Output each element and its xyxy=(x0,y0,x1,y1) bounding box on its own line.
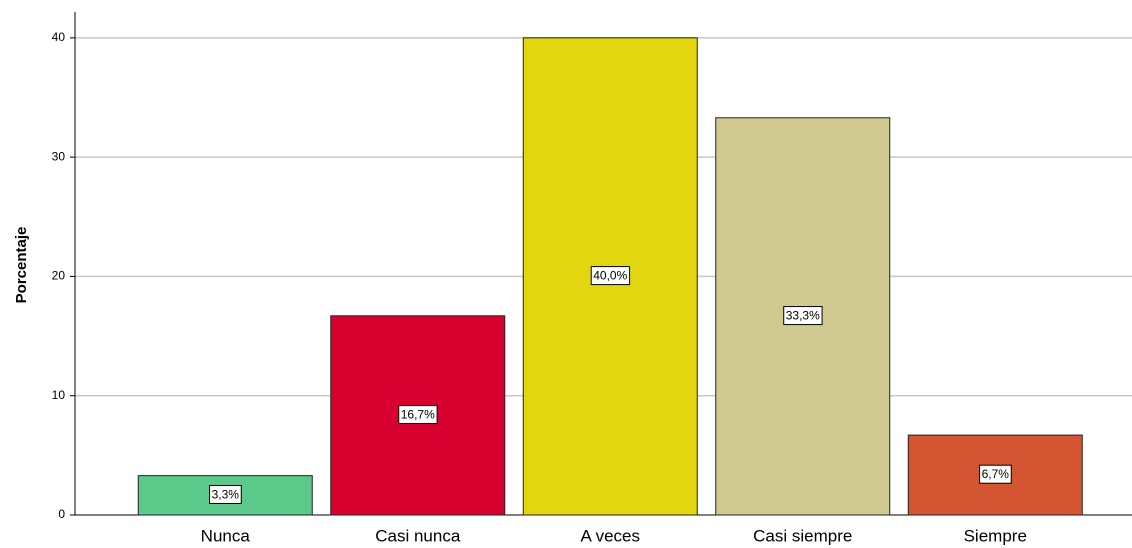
data-label-box xyxy=(783,306,823,326)
data-label: 40,0% xyxy=(593,269,627,283)
x-tick-label: Casi nunca xyxy=(375,526,461,545)
x-tick-label: Nunca xyxy=(201,526,251,545)
y-axis-label: Porcentaje xyxy=(13,227,30,304)
data-label: 33,3% xyxy=(786,309,820,323)
y-tick-label: 0 xyxy=(58,507,65,521)
data-label-box xyxy=(590,266,631,286)
x-tick-label: Siempre xyxy=(964,526,1027,545)
x-tick-label: A veces xyxy=(580,526,640,545)
y-tick-label: 40 xyxy=(52,30,66,44)
data-label-box xyxy=(398,405,438,425)
data-label: 3,3% xyxy=(212,487,240,501)
y-tick-label: 10 xyxy=(52,388,66,402)
data-label-box xyxy=(979,464,1012,484)
data-label: 16,7% xyxy=(401,408,435,422)
data-label-box xyxy=(209,484,242,504)
x-tick-label: Casi siempre xyxy=(753,526,852,545)
y-tick-label: 30 xyxy=(52,149,66,163)
data-label: 6,7% xyxy=(982,467,1010,481)
y-tick-label: 20 xyxy=(52,269,66,283)
